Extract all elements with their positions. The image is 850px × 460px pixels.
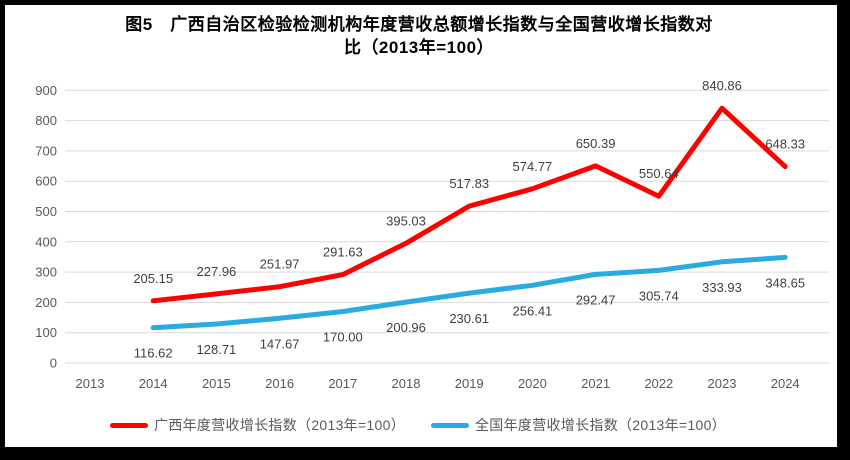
- x-tick-label: 2019: [455, 376, 484, 391]
- data-label: 256.41: [513, 303, 553, 318]
- legend-label-guangxi: 广西年度营收增长指数（2013年=100）: [154, 417, 405, 433]
- series-line-guangxi: [150, 105, 788, 304]
- y-tick-label: 500: [35, 204, 57, 219]
- y-tick-label: 700: [35, 143, 57, 158]
- x-tick-label: 2017: [328, 376, 357, 391]
- legend-item-guangxi: 广西年度营收增长指数（2013年=100）: [110, 415, 405, 435]
- data-label: 650.39: [576, 136, 616, 151]
- data-label: 348.65: [765, 275, 805, 290]
- x-tick-label: 2023: [708, 376, 737, 391]
- y-tick-label: 100: [35, 325, 57, 340]
- x-tick-label: 2016: [265, 376, 294, 391]
- y-tick-label: 200: [35, 295, 57, 310]
- chart-title-line1: 图5 广西自治区检验检测机构年度营收总额增长指数与全国营收增长指数对: [125, 15, 713, 34]
- x-tick-label: 2024: [771, 376, 800, 391]
- y-tick-label: 0: [50, 356, 57, 371]
- data-label: 128.71: [197, 342, 237, 357]
- data-label: 550.64: [639, 166, 679, 181]
- data-label: 574.77: [513, 159, 553, 174]
- x-tick-label: 2020: [518, 376, 547, 391]
- data-label: 205.15: [133, 271, 173, 286]
- data-label: 517.83: [449, 176, 489, 191]
- data-label: 230.61: [449, 311, 489, 326]
- series-line-national: [150, 254, 788, 331]
- data-label: 292.47: [576, 292, 616, 307]
- guangxi-series-swatch: [110, 422, 149, 428]
- y-tick-label: 400: [35, 234, 57, 249]
- x-tick-label: 2018: [392, 376, 421, 391]
- data-label: 251.97: [260, 257, 300, 272]
- data-label: 291.63: [323, 245, 363, 260]
- x-tick-label: 2022: [644, 376, 673, 391]
- data-label: 305.74: [639, 288, 679, 303]
- chart-title-line2: 比（2013年=100）: [343, 38, 495, 57]
- data-label: 200.96: [386, 320, 426, 335]
- national-series-swatch: [431, 422, 469, 428]
- y-tick-label: 800: [35, 113, 57, 128]
- x-tick-label: 2015: [202, 376, 231, 391]
- y-tick-label: 900: [35, 83, 57, 98]
- y-tick-label: 300: [35, 265, 57, 280]
- data-label: 648.33: [765, 137, 805, 152]
- x-tick-label: 2021: [581, 376, 610, 391]
- y-tick-label: 600: [35, 174, 57, 189]
- data-label: 395.03: [386, 213, 426, 228]
- chart-title: 图5 广西自治区检验检测机构年度营收总额增长指数与全国营收增长指数对 比（201…: [40, 13, 798, 59]
- data-label: 227.96: [197, 264, 237, 279]
- data-label: 333.93: [702, 280, 742, 295]
- x-tick-label: 2014: [139, 376, 168, 391]
- chart-legend: 广西年度营收增长指数（2013年=100） 全国年度营收增长指数（2013年=1…: [0, 409, 836, 441]
- data-label: 170.00: [323, 329, 363, 344]
- data-label: 840.86: [702, 78, 742, 93]
- data-label: 116.62: [134, 346, 173, 361]
- legend-label-national: 全国年度营收增长指数（2013年=100）: [475, 417, 726, 433]
- x-tick-label: 2013: [76, 376, 105, 391]
- data-label: 147.67: [260, 336, 300, 351]
- legend-item-national: 全国年度营收增长指数（2013年=100）: [431, 415, 726, 435]
